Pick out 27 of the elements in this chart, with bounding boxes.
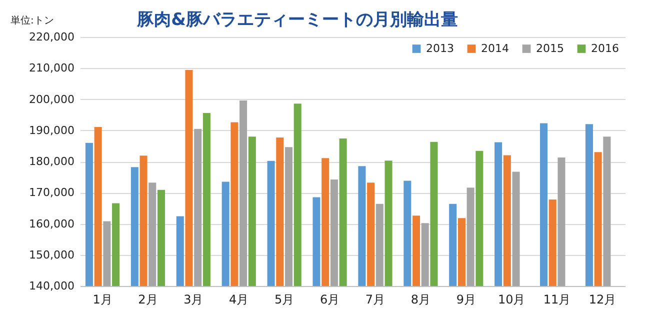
- x-tick-label: 5月: [274, 292, 294, 306]
- x-tick-label: 6月: [320, 292, 340, 306]
- legend-label: 2016: [591, 42, 619, 55]
- legend-label: 2015: [536, 42, 564, 55]
- y-tick-label: 160,000: [29, 217, 74, 230]
- x-tick-label: 11月: [543, 292, 571, 306]
- x-tick-label: 10月: [498, 292, 526, 306]
- chart-title: 豚肉&豚バラエティーミートの月別輸出量: [136, 10, 458, 30]
- legend-label: 2013: [426, 42, 454, 55]
- y-tick-label: 180,000: [29, 155, 74, 168]
- y-tick-label: 220,000: [29, 30, 74, 44]
- x-tick-label: 8月: [410, 292, 430, 306]
- legend-label: 2014: [481, 42, 509, 55]
- x-tick-label: 12月: [588, 292, 616, 306]
- x-tick-label: 7月: [365, 292, 386, 306]
- x-tick-label: 2月: [138, 292, 158, 306]
- x-tick-label: 3月: [184, 292, 204, 306]
- y-tick-label: 190,000: [29, 124, 74, 137]
- x-tick-label: 4月: [229, 292, 249, 306]
- y-tick-label: 140,000: [29, 280, 74, 292]
- x-tick-label: 9月: [456, 292, 476, 306]
- y-tick-label: 150,000: [29, 248, 74, 262]
- y-tick-label: 210,000: [29, 62, 74, 75]
- y-tick-label: 170,000: [29, 186, 74, 200]
- y-tick-label: 200,000: [29, 92, 74, 106]
- x-tick-label: 1月: [92, 292, 112, 306]
- y-axis-title: 単位:トン: [10, 14, 54, 26]
